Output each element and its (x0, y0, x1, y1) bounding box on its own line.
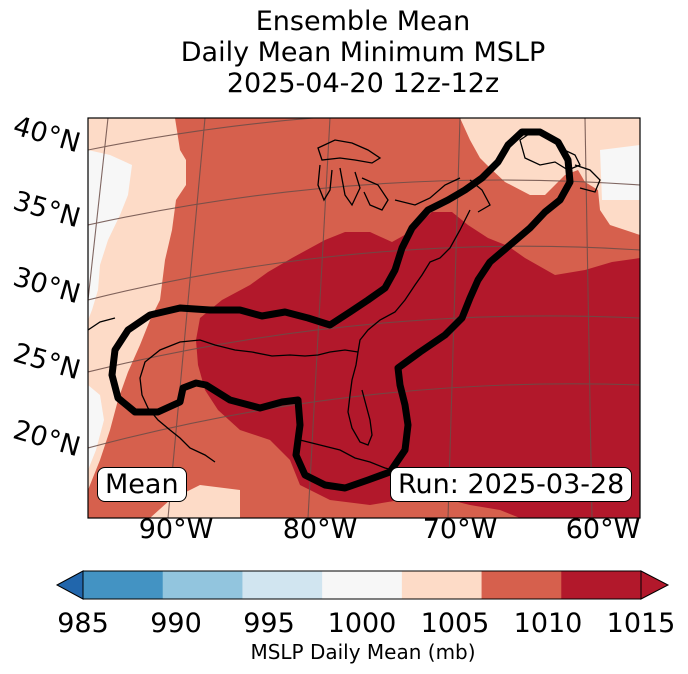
field-1005-1010-south (150, 485, 240, 518)
field-1000-1005-northeast (600, 145, 640, 200)
colorbar-segment-2 (242, 571, 323, 599)
map-title: Ensemble Mean Daily Mean Minimum MSLP 20… (0, 6, 688, 99)
colorbar-tick-1005: 1005 (420, 608, 490, 639)
map-frame (87, 117, 641, 519)
colorbar-segment-6 (561, 571, 642, 599)
lon-label-70w: 70°W (422, 514, 498, 545)
colorbar-segment-1 (162, 571, 243, 599)
map-plot (87, 117, 641, 519)
run-date-box: Run: 2025-03-28 (390, 467, 633, 502)
field-1000-1005-west (88, 150, 132, 320)
mean-label-box: Mean (97, 467, 187, 502)
title-line-3: 2025-04-20 12z-12z (226, 68, 500, 99)
colorbar-frame (82, 570, 642, 600)
lon-label-90w: 90°W (138, 514, 214, 545)
colorbar-tick-1010: 1010 (513, 608, 583, 639)
colorbar-label: MSLP Daily Mean (mb) (250, 640, 476, 664)
graticule (88, 118, 640, 518)
colorbar-segment-3 (322, 571, 403, 599)
colorbar-under-arrow (55, 570, 84, 600)
colorbar-over-arrow (640, 570, 670, 600)
lon-label-80w: 80°W (282, 514, 358, 545)
colorbar (55, 570, 670, 600)
coastlines (88, 129, 601, 475)
colorbar-tick-985: 985 (57, 608, 109, 639)
field-1000-1005-southwest (88, 385, 104, 470)
colorbar-segment-5 (481, 571, 562, 599)
colorbar-tick-1015: 1015 (606, 608, 676, 639)
colorbar-segment-4 (401, 571, 483, 599)
colorbar-tick-990: 990 (150, 608, 202, 639)
mean-contour (108, 128, 574, 492)
colorbar-segment-0 (83, 571, 164, 599)
pressure-field (88, 118, 640, 518)
colorbar-tick-1000: 1000 (327, 608, 397, 639)
colorbar-tick-995: 995 (243, 608, 295, 639)
title-line-1: Ensemble Mean (255, 6, 471, 37)
lon-label-60w: 60°W (565, 514, 641, 545)
title-line-2: Daily Mean Minimum MSLP (180, 37, 546, 68)
